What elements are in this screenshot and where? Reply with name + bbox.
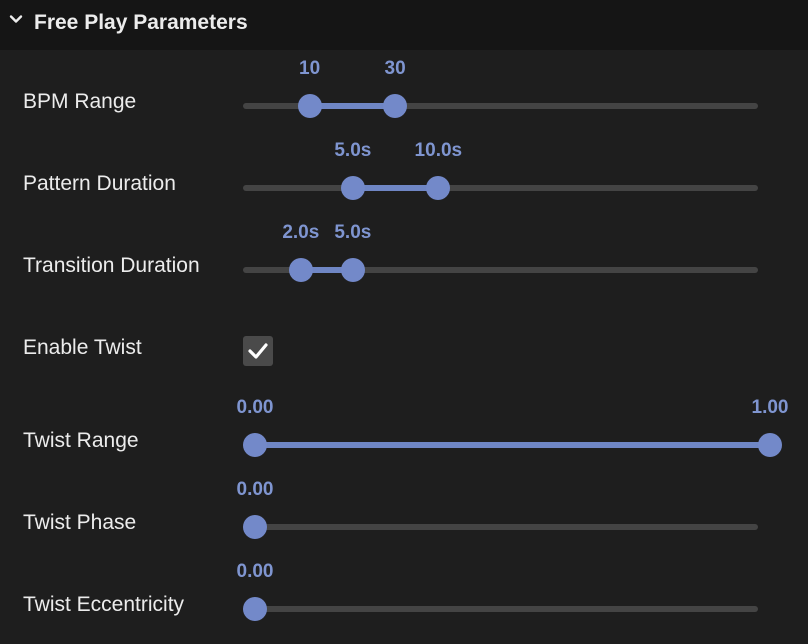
twist-eccentricity-label: Twist Eccentricity	[23, 593, 185, 616]
twist-phase-handle[interactable]	[243, 515, 267, 539]
bpm-range-low-value: 10	[299, 58, 321, 79]
twist-phase-track[interactable]	[243, 524, 758, 530]
transition-duration-fill	[300, 267, 353, 273]
pattern-duration-high-handle[interactable]	[426, 176, 451, 200]
transition-duration-label: Transition Duration	[23, 254, 200, 277]
pattern-duration-track[interactable]	[243, 185, 758, 191]
bpm-range-low-handle[interactable]	[297, 94, 322, 118]
transition-duration-low-handle[interactable]	[288, 258, 313, 282]
pattern-duration-high-value: 10.0s	[414, 140, 463, 161]
pattern-duration-label: Pattern Duration	[23, 172, 176, 195]
chevron-down-icon[interactable]	[9, 12, 23, 26]
twist-range-low-value: 0.00	[236, 397, 274, 418]
twist-eccentricity-value: 0.00	[236, 561, 274, 582]
twist-eccentricity-handle[interactable]	[243, 597, 267, 621]
panel-header[interactable]: Free Play Parameters	[0, 0, 808, 50]
transition-duration-high-value: 5.0s	[334, 222, 372, 243]
transition-duration-low-value: 2.0s	[282, 222, 320, 243]
pattern-duration-low-handle[interactable]	[340, 176, 365, 200]
bpm-range-high-handle[interactable]	[383, 94, 408, 118]
enable-twist-label: Enable Twist	[23, 336, 142, 359]
bpm-range-high-value: 30	[384, 58, 406, 79]
pattern-duration-low-value: 5.0s	[334, 140, 372, 161]
checkmark-icon	[248, 343, 268, 359]
twist-eccentricity-track[interactable]	[243, 606, 758, 612]
twist-range-fill	[255, 442, 770, 448]
transition-duration-track[interactable]	[243, 267, 758, 273]
bpm-range-track[interactable]	[243, 103, 758, 109]
enable-twist-checkbox[interactable]	[243, 336, 273, 366]
twist-range-label: Twist Range	[23, 429, 139, 452]
twist-phase-value: 0.00	[236, 479, 274, 500]
bpm-range-fill	[309, 103, 396, 109]
twist-range-high-value: 1.00	[751, 397, 789, 418]
twist-range-low-handle[interactable]	[243, 433, 267, 457]
twist-range-high-handle[interactable]	[758, 433, 782, 457]
bpm-range-label: BPM Range	[23, 90, 137, 113]
transition-duration-high-handle[interactable]	[340, 258, 365, 282]
panel-title: Free Play Parameters	[34, 11, 248, 34]
pattern-duration-fill	[352, 185, 439, 191]
twist-phase-label: Twist Phase	[23, 511, 137, 534]
